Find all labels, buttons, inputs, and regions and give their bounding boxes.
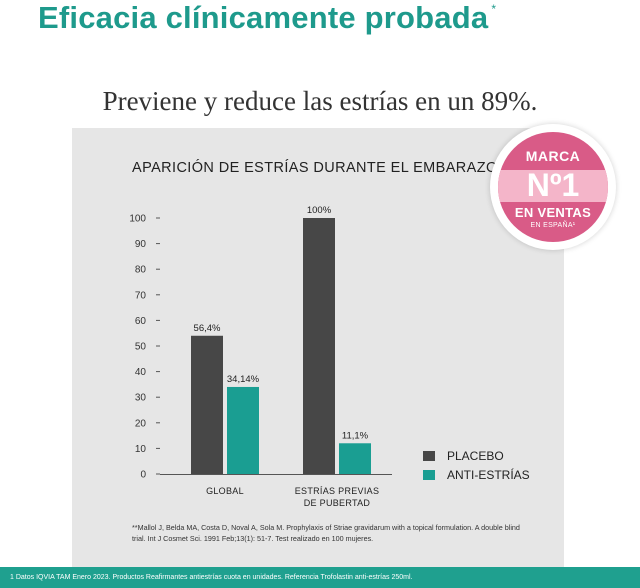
badge-bottom-text: EN VENTAS <box>514 205 592 220</box>
bar-anti-estrias-1 <box>339 443 371 474</box>
y-tick-label: 80 <box>135 265 147 276</box>
legend-swatch-anti-estrias <box>423 470 435 480</box>
y-tick-label: 90 <box>135 239 147 250</box>
y-tick-label: 10 <box>135 444 147 455</box>
badge-small-text: EN ESPAÑA¹ <box>530 222 576 229</box>
headline-mark: * <box>491 2 497 16</box>
x-category-label: DE PUBERTAD <box>304 498 371 508</box>
legend-item-placebo: PLACEBO <box>423 447 530 465</box>
y-tick-label: 0 <box>140 470 146 481</box>
chart-legend: PLACEBO ANTI-ESTRÍAS <box>423 447 530 485</box>
ventas-badge: MARCA Nº1 EN VENTAS EN ESPAÑA¹ <box>490 124 616 250</box>
badge-inner: MARCA Nº1 EN VENTAS EN ESPAÑA¹ <box>498 132 608 242</box>
data-label: 56,4% <box>194 323 221 334</box>
badge-number: Nº1 <box>526 167 580 203</box>
x-category-label: ESTRÍAS PREVIAS <box>295 486 380 496</box>
bar-placebo-0 <box>191 335 223 474</box>
y-tick-label: 40 <box>135 367 147 378</box>
data-label: 34,14% <box>227 374 260 385</box>
data-label: 11,1% <box>342 430 369 441</box>
subheadline: Previene y reduce las estrías en un 89%. <box>102 86 538 116</box>
y-tick-label: 20 <box>135 418 147 429</box>
x-category-label: GLOBAL <box>206 486 244 496</box>
headline: Eficacia clínicamente probada * <box>38 0 496 36</box>
y-tick-label: 60 <box>135 316 147 327</box>
bar-anti-estrias-0 <box>227 386 259 474</box>
footnote: **Mallol J, Belda MA, Costa D, Noval A, … <box>132 523 520 543</box>
bar-placebo-1 <box>303 218 335 474</box>
legend-item-anti-estrias: ANTI-ESTRÍAS <box>423 466 530 484</box>
headline-text: Eficacia clínicamente probada <box>38 0 489 35</box>
chart-title: APARICIÓN DE ESTRÍAS DURANTE EL EMBARAZO <box>132 160 498 176</box>
legend-label-anti-estrias: ANTI-ESTRÍAS <box>447 468 530 482</box>
legend-label-placebo: PLACEBO <box>447 449 504 463</box>
badge-top-text: MARCA <box>525 148 581 164</box>
y-tick-label: 30 <box>135 393 147 404</box>
y-tick-label: 50 <box>135 342 147 353</box>
source-bar: 1 Datos IQVIA TAM Enero 2023. Productos … <box>0 567 640 588</box>
badge-band <box>498 170 608 202</box>
legend-swatch-placebo <box>423 451 435 461</box>
y-tick-label: 100 <box>129 214 146 225</box>
data-label: 100% <box>307 205 332 216</box>
y-tick-label: 70 <box>135 290 147 301</box>
